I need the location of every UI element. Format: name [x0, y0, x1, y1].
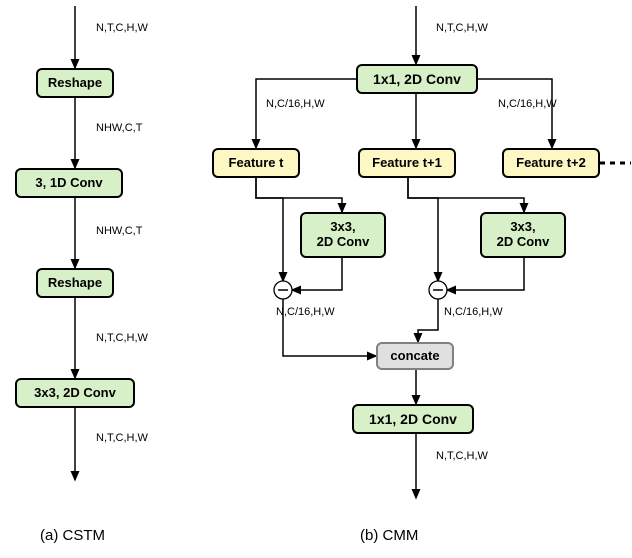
edge-label-r_split_left: N,C/16,H,W: [266, 98, 325, 110]
node-b_conv3x3_r: 3x3, 2D Conv: [480, 212, 566, 258]
edge-label-l1: N,T,C,H,W: [96, 22, 148, 34]
edge-label-r_in: N,T,C,H,W: [436, 22, 488, 34]
edge-6: [256, 79, 356, 148]
node-b_feat_t: Feature t: [212, 148, 300, 178]
edge-label-r_sub_right: N,C/16,H,W: [444, 306, 503, 318]
node-a_conv1d: 3, 1D Conv: [15, 168, 123, 198]
subtract-op-left: [274, 281, 292, 299]
node-a_reshape1: Reshape: [36, 68, 114, 98]
edge-8: [478, 79, 552, 148]
node-a_reshape2: Reshape: [36, 268, 114, 298]
edge-label-l4: N,T,C,H,W: [96, 332, 148, 344]
node-b_feat_t2: Feature t+2: [502, 148, 600, 178]
caption-left: (a) CSTM: [40, 527, 105, 544]
node-b_conv3x3_l: 3x3, 2D Conv: [300, 212, 386, 258]
caption-right: (b) CMM: [360, 527, 418, 544]
node-b_conv1x1_top: 1x1, 2D Conv: [356, 64, 478, 94]
edge-label-r_out: N,T,C,H,W: [436, 450, 488, 462]
edge-11: [292, 258, 342, 290]
edge-13: [408, 178, 524, 212]
subtract-op-right: [429, 281, 447, 299]
edge-label-r_sub_left: N,C/16,H,W: [276, 306, 335, 318]
edge-12: [408, 178, 438, 281]
node-b_feat_t1: Feature t+1: [358, 148, 456, 178]
edge-16: [418, 299, 438, 342]
edge-label-l5: N,T,C,H,W: [96, 432, 148, 444]
node-b_conv1x1_bot: 1x1, 2D Conv: [352, 404, 474, 434]
edge-10: [256, 178, 342, 212]
edge-label-l3: NHW,C,T: [96, 225, 142, 237]
node-b_concate: concate: [376, 342, 454, 370]
edge-label-l2: NHW,C,T: [96, 122, 142, 134]
edge-9: [256, 178, 283, 281]
edge-label-r_split_right: N,C/16,H,W: [498, 98, 557, 110]
node-a_conv2d: 3x3, 2D Conv: [15, 378, 135, 408]
edge-14: [447, 258, 524, 290]
